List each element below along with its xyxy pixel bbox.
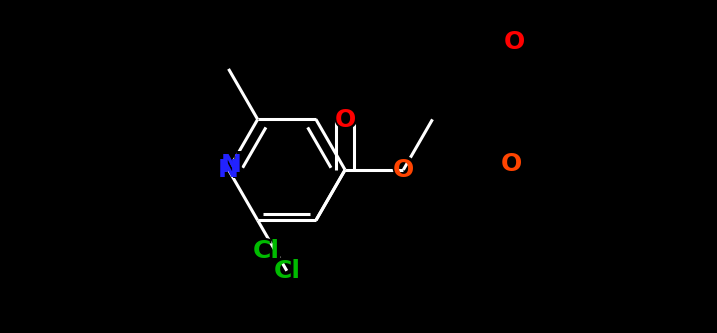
Text: O: O	[393, 158, 414, 182]
Text: O: O	[502, 27, 528, 56]
Text: O: O	[498, 149, 524, 178]
Text: O: O	[391, 155, 417, 184]
Text: O: O	[334, 108, 356, 132]
Text: O: O	[500, 152, 522, 176]
Text: N: N	[216, 155, 241, 184]
Text: Cl: Cl	[253, 239, 280, 263]
Text: Cl: Cl	[273, 259, 300, 283]
Text: O: O	[504, 30, 526, 54]
Text: Cl: Cl	[270, 256, 303, 285]
Text: N: N	[220, 153, 242, 177]
Text: O: O	[332, 106, 358, 135]
Text: Cl: Cl	[250, 237, 283, 266]
Text: N: N	[218, 150, 244, 179]
Text: N: N	[218, 158, 239, 182]
